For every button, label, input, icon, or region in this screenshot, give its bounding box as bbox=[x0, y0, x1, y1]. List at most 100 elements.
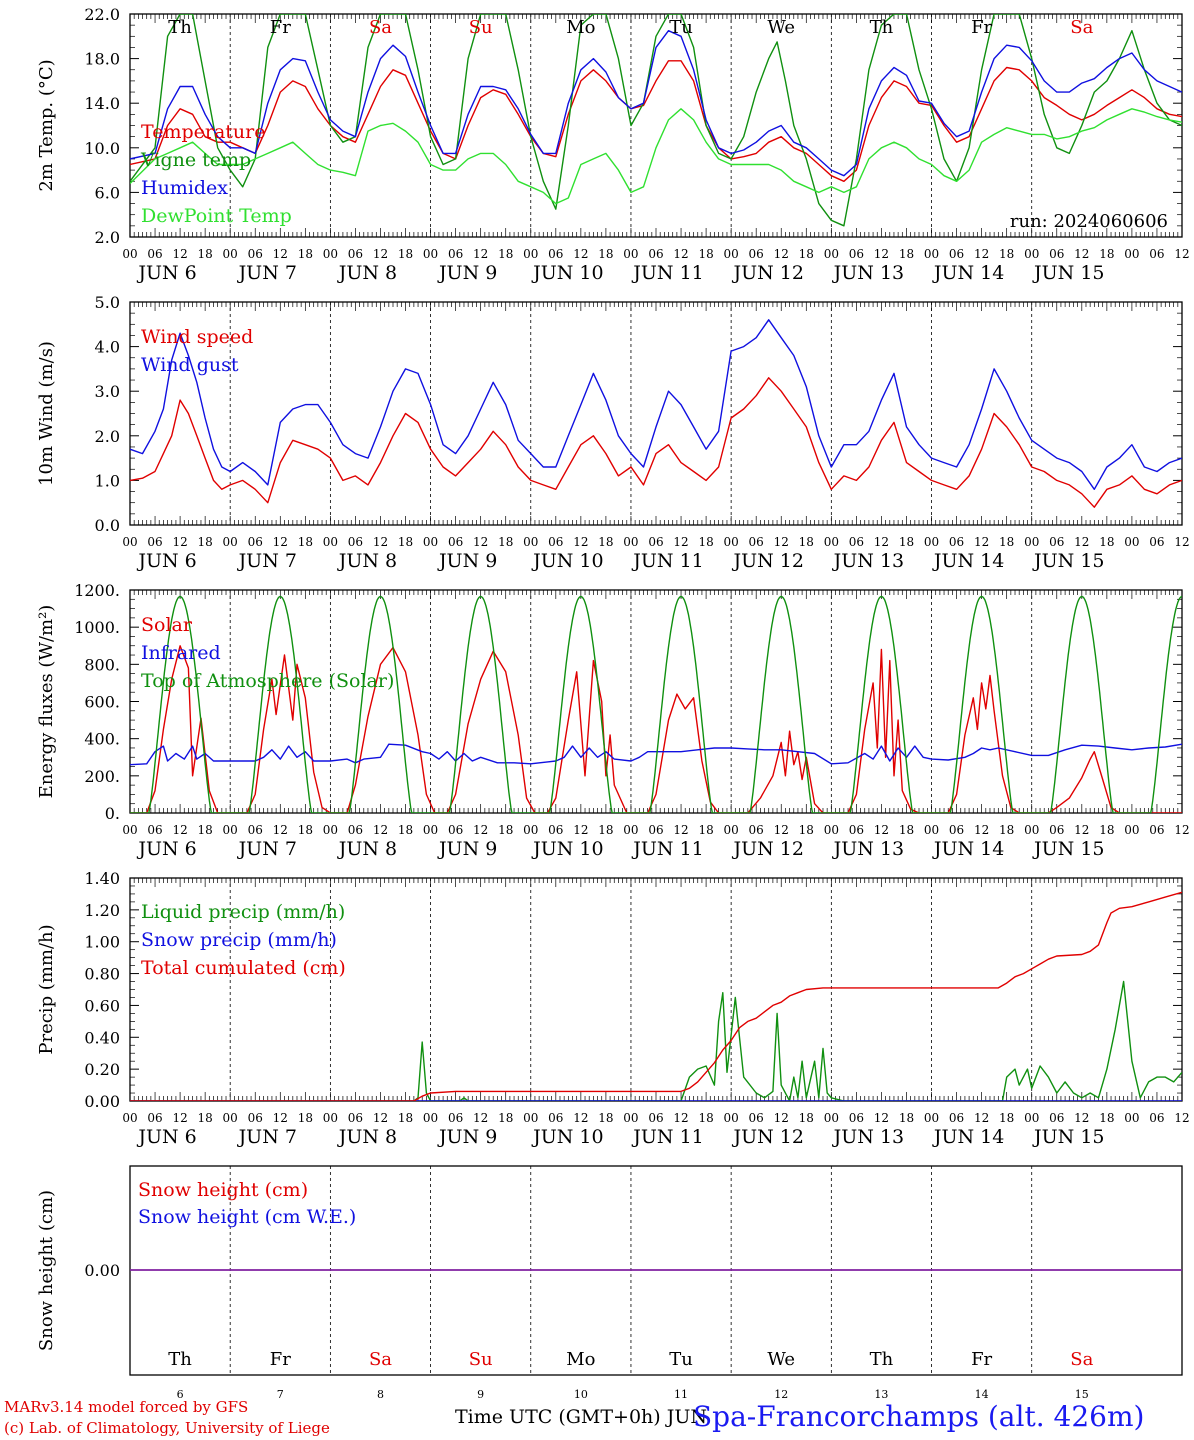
hour-tick-label: 00 bbox=[724, 535, 739, 549]
series-line bbox=[130, 60, 1182, 183]
hour-tick-label: 18 bbox=[1099, 823, 1114, 837]
hour-tick-label: 12 bbox=[874, 247, 889, 261]
day-label: JUN 13 bbox=[832, 838, 904, 860]
legend-entry: Infrared bbox=[141, 642, 221, 664]
hour-tick-label: 12 bbox=[473, 535, 488, 549]
y-tick-label: 0.60 bbox=[84, 996, 120, 1015]
day-label: JUN 9 bbox=[437, 838, 497, 860]
hour-tick-label: 06 bbox=[749, 823, 764, 837]
hour-tick-label: 06 bbox=[849, 1111, 864, 1125]
hour-tick-label: 06 bbox=[749, 1111, 764, 1125]
day-label: JUN 6 bbox=[136, 262, 196, 284]
hour-tick-label: 06 bbox=[1049, 1111, 1064, 1125]
hour-tick-label: 00 bbox=[423, 823, 438, 837]
hour-tick-label: 06 bbox=[147, 823, 162, 837]
day-label: JUN 15 bbox=[1032, 1126, 1104, 1148]
hour-tick-label: 00 bbox=[423, 247, 438, 261]
hour-tick-label: 06 bbox=[749, 535, 764, 549]
hour-tick-label: 12 bbox=[673, 535, 688, 549]
hour-tick-label: 18 bbox=[398, 823, 413, 837]
hour-tick-label: 06 bbox=[949, 535, 964, 549]
hour-tick-label: 12 bbox=[273, 1111, 288, 1125]
hour-tick-label: 06 bbox=[949, 1111, 964, 1125]
day-number-label: 14 bbox=[975, 1388, 989, 1401]
hour-tick-label: 06 bbox=[448, 1111, 463, 1125]
hour-tick-label: 12 bbox=[874, 823, 889, 837]
day-label: JUN 8 bbox=[337, 1126, 397, 1148]
day-label: JUN 10 bbox=[531, 550, 603, 572]
day-number-label: 7 bbox=[277, 1388, 284, 1401]
day-number-label: 9 bbox=[477, 1388, 484, 1401]
hour-tick-label: 00 bbox=[1124, 535, 1139, 549]
panel-3: 00 06 12 18 00 06 12 18 00 06 12 18 00 06 12 18 00 06 12 18… bbox=[36, 581, 1190, 860]
hour-tick-label: 06 bbox=[648, 1111, 663, 1125]
hour-tick-label: 00 bbox=[623, 823, 638, 837]
y-axis-label: 2m Temp. (°C) bbox=[36, 59, 57, 191]
hour-tick-label: 18 bbox=[1099, 535, 1114, 549]
hour-tick-label: 12 bbox=[172, 535, 187, 549]
series-line bbox=[130, 30, 1182, 177]
hour-tick-label: 06 bbox=[749, 247, 764, 261]
legend-entry: Snow height (cm W.E.) bbox=[138, 1206, 356, 1228]
hour-tick-label: 06 bbox=[348, 247, 363, 261]
run-label: run: 2024060606 bbox=[1010, 211, 1168, 232]
hour-tick-label: 18 bbox=[899, 247, 914, 261]
day-label: JUN 15 bbox=[1032, 550, 1104, 572]
hour-tick-label: 18 bbox=[298, 1111, 313, 1125]
hour-tick-label: 06 bbox=[849, 535, 864, 549]
series-line bbox=[130, 891, 1182, 1101]
legend-entry: Wind speed bbox=[141, 326, 253, 348]
hour-tick-label: 12 bbox=[172, 1111, 187, 1125]
dow-label: Th bbox=[870, 17, 894, 38]
hour-tick-label: 18 bbox=[1099, 247, 1114, 261]
hour-tick-label: 06 bbox=[248, 535, 263, 549]
y-tick-label: 2.0 bbox=[95, 228, 120, 247]
hour-tick-label: 00 bbox=[223, 535, 238, 549]
hour-tick-label: 00 bbox=[122, 1111, 137, 1125]
hour-tick-label: 00 bbox=[223, 1111, 238, 1125]
hour-tick-label: 18 bbox=[598, 823, 613, 837]
hour-tick-label: 12 bbox=[1074, 1111, 1089, 1125]
day-label: JUN 14 bbox=[932, 838, 1004, 860]
hour-tick-label: 12 bbox=[273, 823, 288, 837]
hour-tick-label: 18 bbox=[598, 1111, 613, 1125]
hour-tick-label: 18 bbox=[999, 1111, 1014, 1125]
hour-tick-label: 06 bbox=[448, 823, 463, 837]
hour-tick-label: 18 bbox=[598, 247, 613, 261]
hour-tick-label: 00 bbox=[1024, 1111, 1039, 1125]
y-tick-label: 4.0 bbox=[95, 338, 120, 357]
hour-tick-label: 00 bbox=[924, 1111, 939, 1125]
hour-tick-label: 18 bbox=[498, 247, 513, 261]
hour-tick-label: 12 bbox=[373, 1111, 388, 1125]
hour-tick-label: 06 bbox=[1149, 247, 1164, 261]
y-tick-label: 600. bbox=[84, 693, 120, 712]
hour-tick-label: 18 bbox=[298, 247, 313, 261]
day-label: JUN 8 bbox=[337, 838, 397, 860]
hour-tick-label: 12 bbox=[874, 535, 889, 549]
hour-tick-label: 18 bbox=[1099, 1111, 1114, 1125]
hour-tick-label: 00 bbox=[423, 535, 438, 549]
hour-tick-label: 12 bbox=[373, 247, 388, 261]
hour-tick-label: 12 bbox=[373, 535, 388, 549]
hour-tick-label: 18 bbox=[799, 1111, 814, 1125]
day-label: JUN 13 bbox=[832, 1126, 904, 1148]
dow-label: We bbox=[767, 1349, 795, 1370]
day-label: JUN 14 bbox=[932, 550, 1004, 572]
dow-label: Fr bbox=[971, 1349, 992, 1370]
day-label: JUN 12 bbox=[731, 838, 803, 860]
hour-tick-label: 06 bbox=[1149, 1111, 1164, 1125]
hour-tick-label: 00 bbox=[623, 1111, 638, 1125]
hour-tick-label: 06 bbox=[849, 247, 864, 261]
hour-tick-label: 12 bbox=[573, 535, 588, 549]
legend-entry: Humidex bbox=[141, 177, 228, 199]
hour-tick-label: 06 bbox=[548, 535, 563, 549]
y-tick-label: 5.0 bbox=[95, 293, 120, 312]
hour-tick-label: 18 bbox=[198, 247, 213, 261]
day-number-label: 15 bbox=[1075, 1388, 1089, 1401]
hour-tick-label: 00 bbox=[323, 823, 338, 837]
hour-tick-label: 06 bbox=[1049, 247, 1064, 261]
hour-tick-label: 00 bbox=[122, 535, 137, 549]
y-tick-label: 1.0 bbox=[95, 471, 120, 490]
day-number-label: 6 bbox=[177, 1388, 184, 1401]
hour-tick-label: 12 bbox=[774, 1111, 789, 1125]
